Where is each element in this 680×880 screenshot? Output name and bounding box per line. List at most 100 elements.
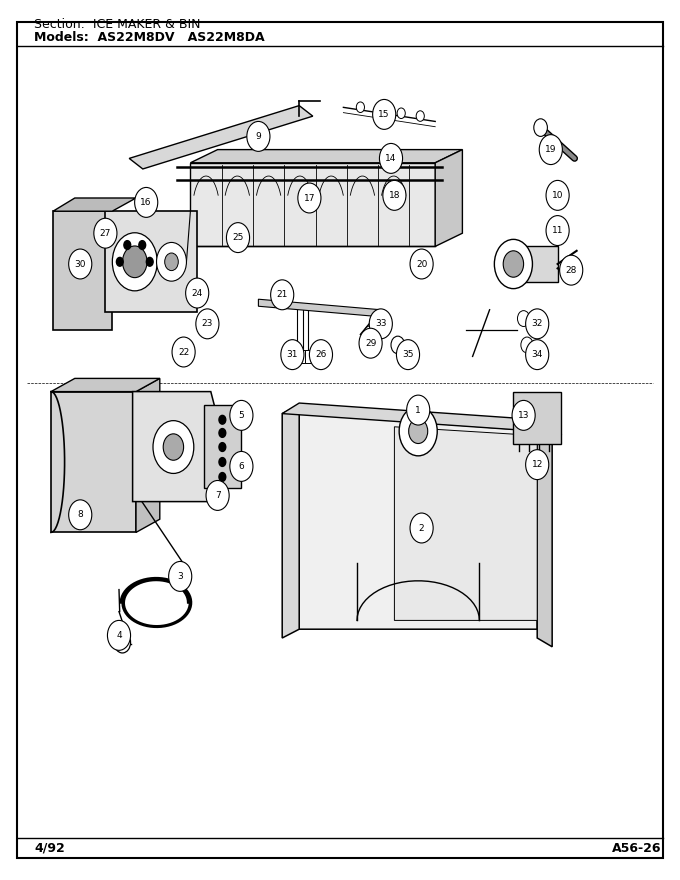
Text: 4/92: 4/92 — [34, 842, 65, 854]
Circle shape — [534, 119, 547, 136]
Text: 20: 20 — [416, 260, 427, 268]
Polygon shape — [129, 106, 313, 169]
Polygon shape — [299, 405, 537, 629]
Polygon shape — [394, 427, 537, 620]
Circle shape — [163, 434, 184, 460]
Text: 7: 7 — [215, 491, 220, 500]
Polygon shape — [51, 378, 160, 392]
Text: 4: 4 — [116, 631, 122, 640]
Circle shape — [359, 328, 382, 358]
Circle shape — [409, 419, 428, 444]
FancyBboxPatch shape — [294, 350, 301, 363]
Circle shape — [206, 480, 229, 510]
Polygon shape — [282, 405, 299, 638]
Circle shape — [153, 421, 194, 473]
Text: 28: 28 — [566, 266, 577, 275]
Circle shape — [383, 180, 406, 210]
Circle shape — [397, 108, 405, 119]
Circle shape — [114, 632, 131, 653]
Text: 16: 16 — [141, 198, 152, 207]
Circle shape — [124, 240, 131, 249]
Circle shape — [391, 336, 405, 354]
Polygon shape — [435, 150, 462, 246]
Circle shape — [526, 309, 549, 339]
Circle shape — [69, 249, 92, 279]
Circle shape — [139, 240, 146, 249]
Circle shape — [122, 246, 147, 278]
Circle shape — [107, 620, 131, 650]
Circle shape — [546, 216, 569, 246]
Circle shape — [512, 400, 535, 430]
Circle shape — [377, 105, 385, 115]
Circle shape — [112, 233, 157, 290]
Text: 26: 26 — [316, 350, 326, 359]
Text: Section:  ICE MAKER & BIN: Section: ICE MAKER & BIN — [34, 18, 201, 31]
Circle shape — [219, 458, 226, 466]
Circle shape — [494, 239, 532, 289]
FancyBboxPatch shape — [305, 350, 311, 363]
Circle shape — [410, 249, 433, 279]
Text: Models:  AS22M8DV   AS22M8DA: Models: AS22M8DV AS22M8DA — [34, 32, 265, 44]
Polygon shape — [258, 299, 381, 317]
Text: 13: 13 — [518, 411, 529, 420]
Circle shape — [219, 473, 226, 481]
FancyBboxPatch shape — [513, 392, 561, 444]
Circle shape — [146, 257, 153, 266]
Circle shape — [546, 180, 569, 210]
Circle shape — [539, 135, 562, 165]
Polygon shape — [51, 392, 136, 532]
Polygon shape — [537, 431, 552, 647]
Text: 2: 2 — [419, 524, 424, 532]
Text: 31: 31 — [287, 350, 298, 359]
Circle shape — [309, 340, 333, 370]
Circle shape — [186, 278, 209, 308]
Circle shape — [94, 218, 117, 248]
Circle shape — [172, 337, 195, 367]
Text: A56-26: A56-26 — [612, 842, 662, 854]
Text: 19: 19 — [545, 145, 556, 154]
Circle shape — [379, 143, 403, 173]
Circle shape — [281, 340, 304, 370]
Text: 11: 11 — [552, 226, 563, 235]
Text: 10: 10 — [552, 191, 563, 200]
Text: 15: 15 — [379, 110, 390, 119]
Text: 9: 9 — [256, 132, 261, 141]
Text: 14: 14 — [386, 154, 396, 163]
Circle shape — [407, 395, 430, 425]
Circle shape — [135, 187, 158, 217]
Circle shape — [156, 242, 186, 282]
Text: 5: 5 — [239, 411, 244, 420]
Circle shape — [230, 400, 253, 430]
Circle shape — [356, 102, 364, 113]
Circle shape — [364, 326, 377, 343]
Circle shape — [521, 337, 533, 353]
Circle shape — [503, 251, 524, 277]
Text: 17: 17 — [304, 194, 315, 202]
Circle shape — [526, 340, 549, 370]
Circle shape — [396, 340, 420, 370]
Polygon shape — [53, 211, 112, 330]
Text: 12: 12 — [532, 460, 543, 469]
Polygon shape — [53, 198, 136, 211]
Text: 22: 22 — [178, 348, 189, 356]
Text: 1: 1 — [415, 406, 421, 414]
Text: 21: 21 — [277, 290, 288, 299]
Text: 32: 32 — [532, 319, 543, 328]
Circle shape — [271, 280, 294, 310]
Polygon shape — [190, 163, 435, 246]
Text: 34: 34 — [532, 350, 543, 359]
Text: 27: 27 — [100, 229, 111, 238]
Circle shape — [219, 429, 226, 437]
Circle shape — [196, 309, 219, 339]
Text: 8: 8 — [78, 510, 83, 519]
Polygon shape — [133, 392, 214, 502]
Circle shape — [399, 407, 437, 456]
FancyBboxPatch shape — [299, 350, 306, 363]
Text: 18: 18 — [389, 191, 400, 200]
Polygon shape — [190, 150, 462, 163]
Text: 23: 23 — [202, 319, 213, 328]
Circle shape — [560, 255, 583, 285]
Text: 25: 25 — [233, 233, 243, 242]
Text: 24: 24 — [192, 289, 203, 297]
Circle shape — [226, 223, 250, 253]
